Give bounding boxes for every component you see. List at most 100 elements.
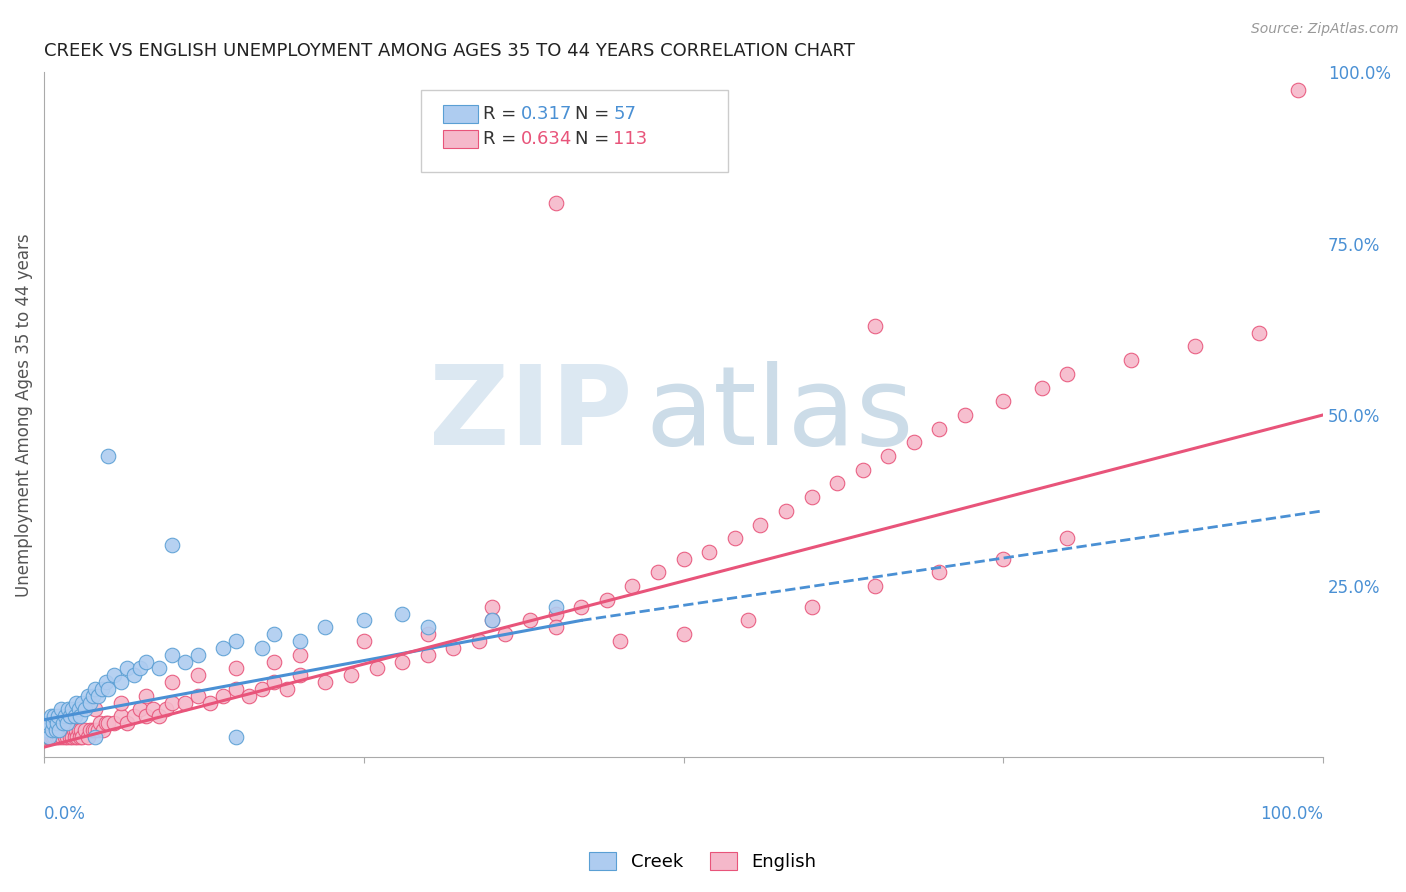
Point [72, 696, 94, 710]
Point [340, 668, 363, 682]
Text: atlas: atlas [645, 361, 914, 468]
Point [97, 716, 120, 731]
Point [647, 566, 669, 580]
Point [49, 723, 72, 737]
Point [65, 723, 87, 737]
Point [160, 538, 183, 552]
Point [53, 730, 76, 744]
Point [1031, 380, 1053, 394]
Point [416, 620, 439, 634]
Point [52, 716, 75, 731]
Point [288, 668, 311, 682]
Point [58, 723, 80, 737]
Point [59, 730, 82, 744]
Point [63, 730, 86, 744]
Point [70, 723, 93, 737]
Point [69, 730, 91, 744]
Text: CREEK VS ENGLISH UNEMPLOYMENT AMONG AGES 35 TO 44 YEARS CORRELATION CHART: CREEK VS ENGLISH UNEMPLOYMENT AMONG AGES… [44, 42, 855, 60]
Point [56, 716, 79, 731]
Point [84, 681, 107, 696]
Text: R =: R = [482, 104, 522, 122]
Point [1056, 531, 1078, 545]
Point [69, 709, 91, 723]
Point [42, 716, 65, 731]
Point [122, 668, 145, 682]
Point [41, 723, 63, 737]
Point [1286, 82, 1309, 96]
Point [87, 689, 110, 703]
Point [44, 730, 66, 744]
Point [49, 702, 72, 716]
Point [148, 709, 170, 723]
Point [903, 435, 925, 450]
Point [353, 614, 375, 628]
Point [609, 634, 631, 648]
Point [48, 730, 70, 744]
Point [103, 716, 125, 731]
Point [67, 702, 90, 716]
Point [63, 709, 86, 723]
Point [42, 723, 65, 737]
Point [38, 730, 60, 744]
Point [481, 614, 503, 628]
Point [993, 394, 1015, 409]
Point [263, 655, 285, 669]
Point [697, 545, 720, 559]
Point [263, 675, 285, 690]
Point [87, 723, 110, 737]
Legend: Creek, English: Creek, English [582, 845, 824, 879]
Point [65, 696, 87, 710]
Point [621, 579, 644, 593]
Point [66, 730, 89, 744]
Point [737, 614, 759, 628]
Point [928, 566, 950, 580]
Point [62, 723, 84, 737]
Point [441, 640, 464, 655]
Point [129, 702, 152, 716]
Point [148, 661, 170, 675]
Point [51, 730, 73, 744]
Point [84, 723, 107, 737]
Point [56, 730, 79, 744]
Point [45, 723, 67, 737]
Point [173, 655, 195, 669]
Point [865, 579, 887, 593]
Point [250, 681, 273, 696]
Point [315, 675, 337, 690]
Point [73, 723, 96, 737]
Text: 113: 113 [613, 130, 648, 148]
Point [481, 599, 503, 614]
Point [103, 668, 125, 682]
Point [84, 730, 107, 744]
Point [353, 634, 375, 648]
Y-axis label: Unemployment Among Ages 35 to 44 years: Unemployment Among Ages 35 to 44 years [15, 233, 32, 597]
Point [55, 723, 77, 737]
Point [129, 661, 152, 675]
Point [135, 689, 157, 703]
Point [468, 634, 491, 648]
Point [225, 634, 247, 648]
Point [416, 627, 439, 641]
Point [724, 531, 747, 545]
Point [212, 640, 235, 655]
Point [60, 730, 83, 744]
Point [60, 702, 83, 716]
Point [544, 195, 567, 210]
Point [53, 709, 76, 723]
Point [59, 709, 82, 723]
Point [39, 709, 62, 723]
Point [94, 675, 117, 690]
Point [67, 723, 90, 737]
Point [1056, 367, 1078, 381]
FancyBboxPatch shape [443, 130, 478, 148]
Point [187, 668, 209, 682]
Point [45, 730, 67, 744]
Point [84, 702, 107, 716]
Text: R =: R = [482, 130, 522, 148]
Text: N =: N = [575, 130, 614, 148]
Point [46, 709, 69, 723]
Point [160, 696, 183, 710]
Point [544, 620, 567, 634]
Point [877, 449, 900, 463]
Point [596, 592, 619, 607]
